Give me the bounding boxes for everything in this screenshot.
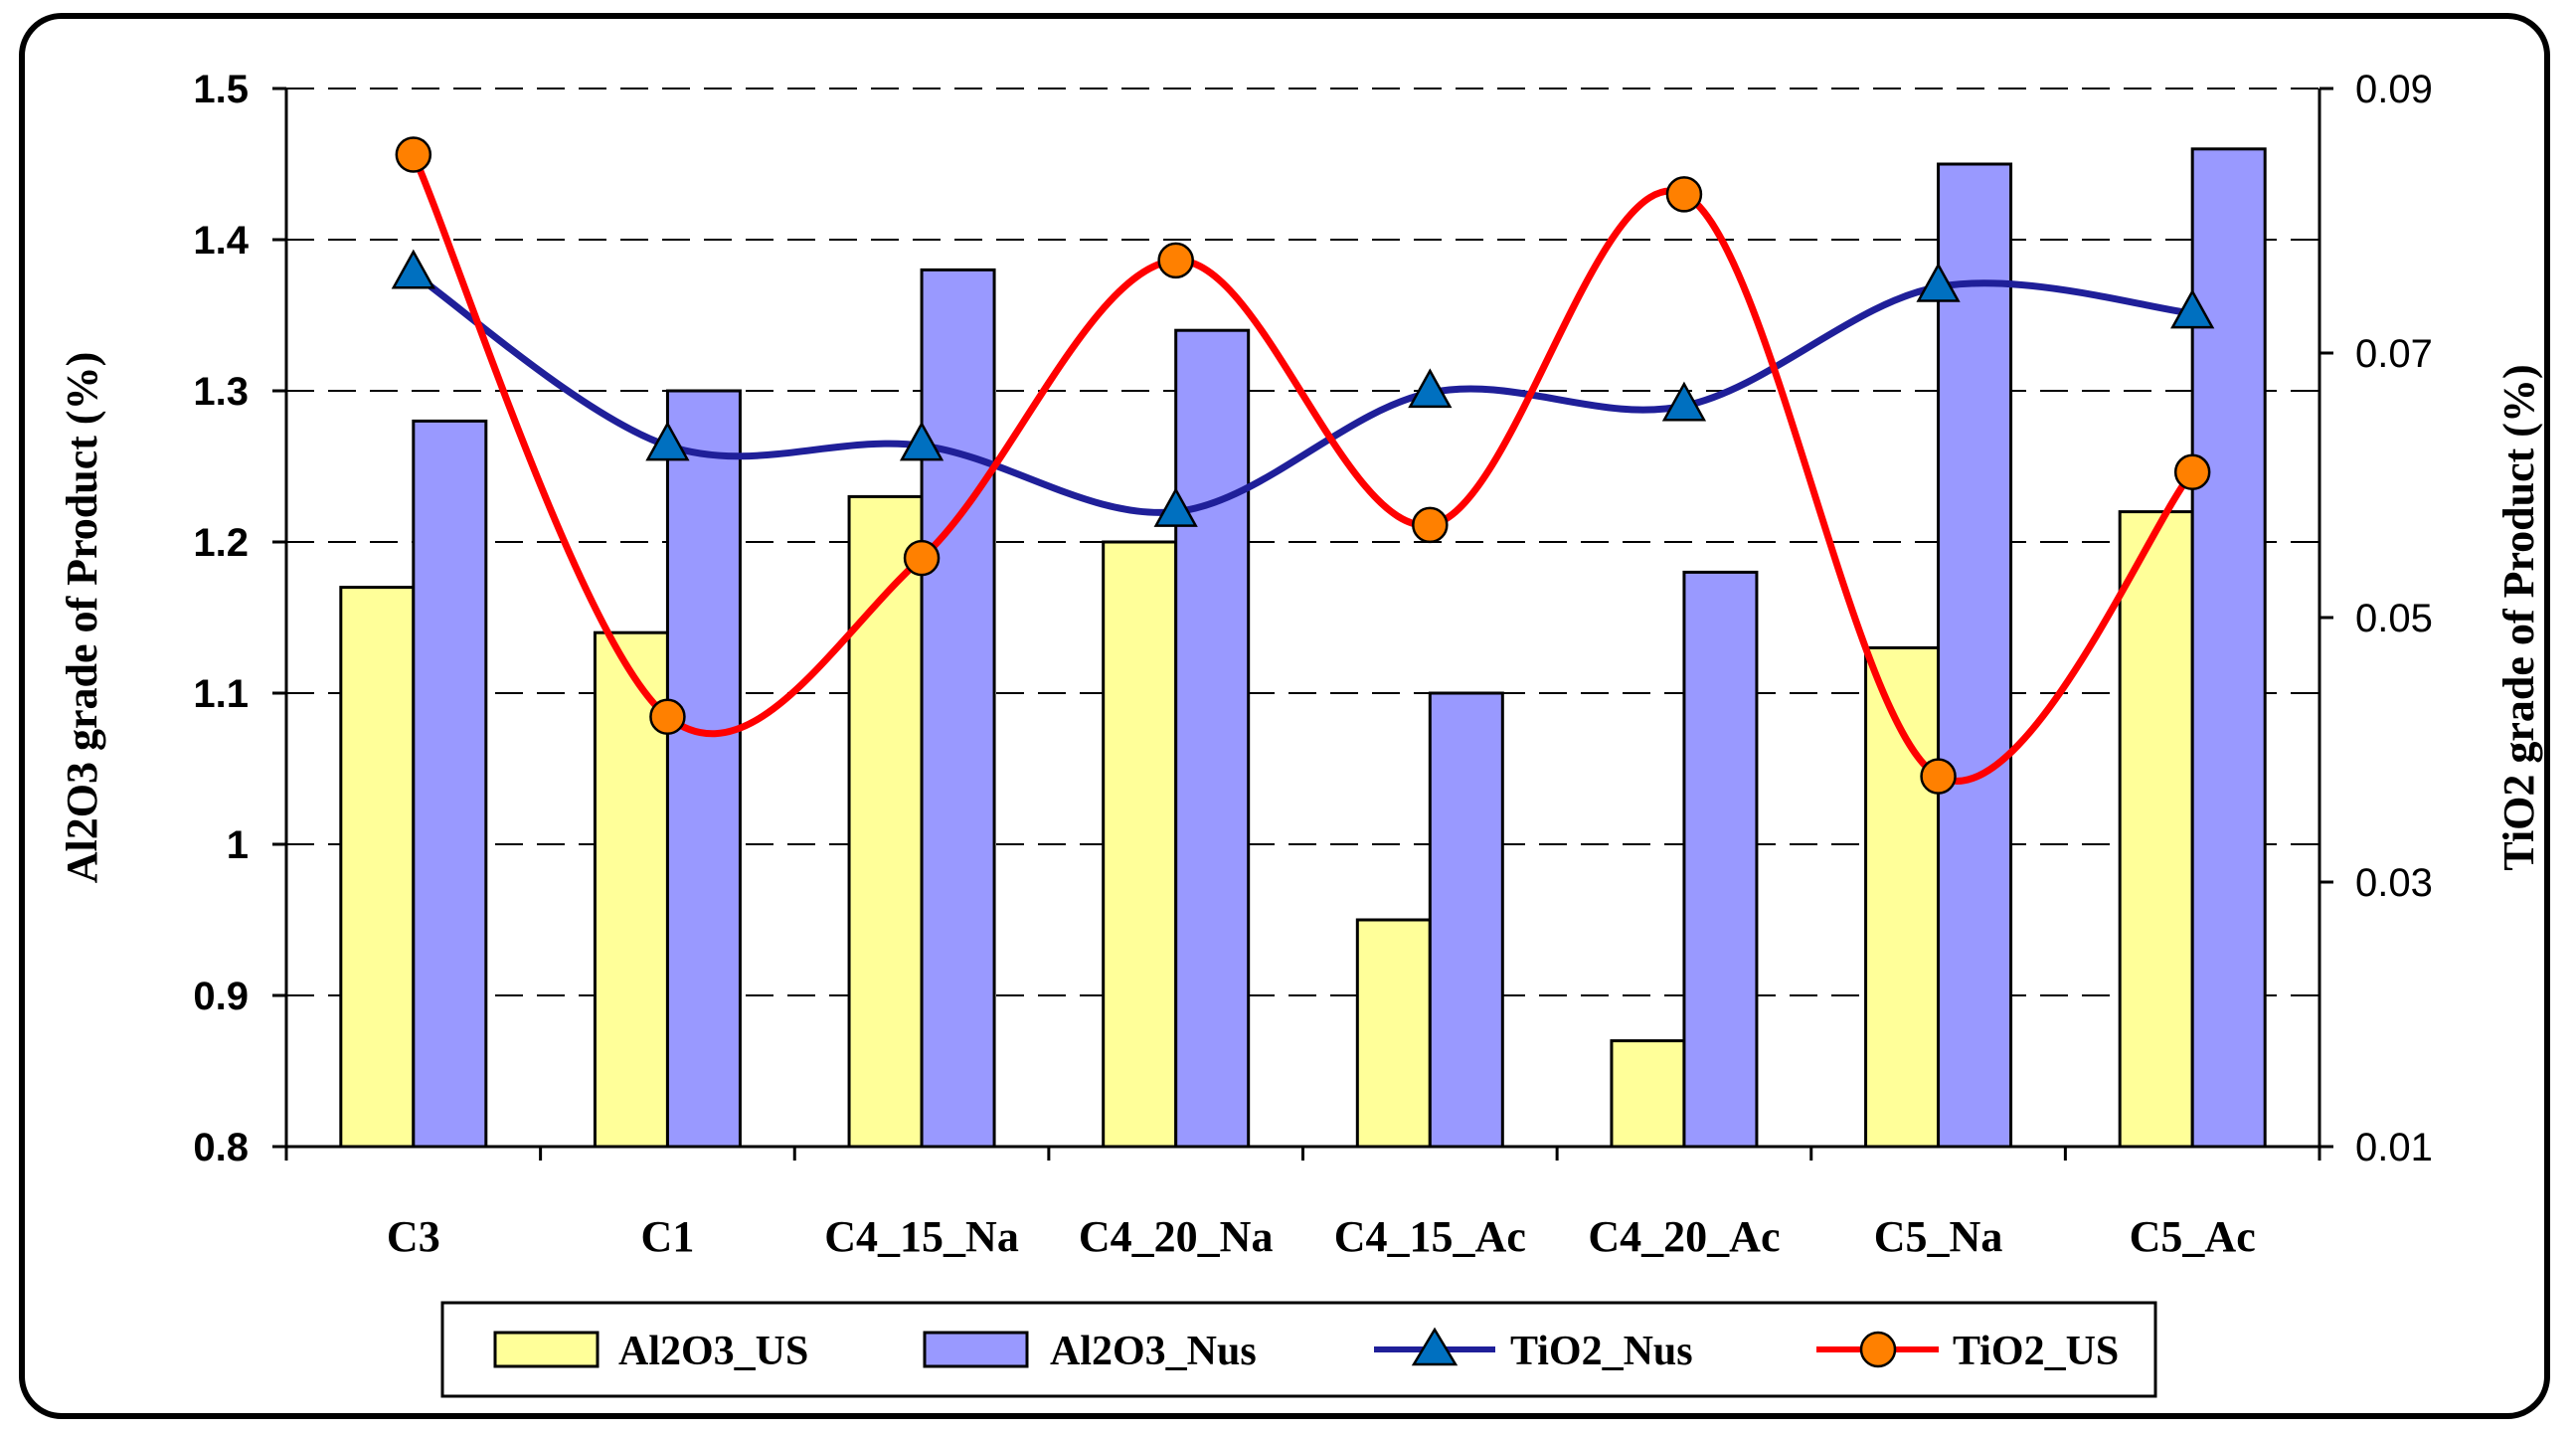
y-right-tick-label: 0.07 [2355,332,2433,376]
y-right-tick-label: 0.09 [2355,68,2433,111]
bar-al2o3-nus-c4-20-ac [1682,570,1759,1149]
point-tio2-nus-c5-na [1916,262,1961,302]
line-series [391,136,2215,795]
point-tio2-us-c3 [395,136,432,173]
legend-marker-triangle-icon [1411,1327,1459,1366]
x-category-label: C5_Na [1874,1212,2003,1261]
x-category-label: C4_15_Ac [1334,1212,1526,1261]
legend-label-tio2-us: TiO2_US [1953,1329,2119,1374]
y-axis-left-title: Al2O3 grade of Product (%) [58,352,106,883]
legend-swatch-al2o3-us [493,1331,600,1368]
legend-swatch-al2o3-nus [923,1331,1029,1368]
y-axis-right-title: TiO2 grade of Product (%) [2494,364,2543,870]
point-tio2-us-c5-ac [2173,453,2211,490]
point-tio2-nus-c1 [645,421,690,461]
y-left-tick-label: 0.8 [193,1126,249,1169]
bar-al2o3-us-c5-na [1864,645,1941,1149]
x-category-label: C1 [641,1212,695,1261]
y-left-tick-label: 1 [227,823,249,867]
point-tio2-us-c1 [649,698,686,735]
point-tio2-nus-c4-15-na [899,421,945,461]
bar-al2o3-nus-c4-15-ac [1428,691,1504,1149]
x-category-label: C3 [387,1212,440,1261]
point-tio2-nus-c3 [391,249,435,289]
y-left-tick-label: 1.5 [193,68,249,111]
bar-al2o3-us-c4-20-ac [1610,1039,1686,1149]
y-right-tick-label: 0.05 [2355,597,2433,640]
point-tio2-us-c4-15-na [903,539,941,577]
legend: Al2O3_US Al2O3_Nus TiO2_Nus TiO2_US [440,1301,2157,1398]
point-tio2-nus-c4-20-ac [1661,381,1707,422]
bar-al2o3-nus-c5-ac [2190,147,2267,1149]
bar-al2o3-nus-c3 [412,419,488,1149]
y-left-tick-label: 1.1 [193,672,249,716]
y-right-tick-label: 0.01 [2355,1126,2433,1169]
x-category-label: C4_20_Na [1079,1212,1274,1261]
bar-al2o3-us-c4-15-ac [1355,918,1432,1149]
legend-label-al2o3-us: Al2O3_US [618,1329,808,1374]
bar-al2o3-nus-c5-na [1937,162,2013,1149]
bar-al2o3-nus-c4-20-na [1174,328,1251,1149]
y-left-tick-label: 1.4 [193,219,249,263]
point-tio2-nus-c5-ac [2170,288,2215,329]
legend-label-tio2-nus: TiO2_Nus [1510,1329,1693,1374]
axes [272,87,2333,1161]
x-category-label: C4_20_Ac [1588,1212,1780,1261]
x-category-label: C4_15_Na [824,1212,1019,1261]
y-left-tick-label: 1.3 [193,370,249,414]
bar-al2o3-nus-c4-15-na [920,268,996,1149]
legend-label-al2o3-nus: Al2O3_Nus [1050,1329,1257,1374]
point-tio2-nus-c4-15-ac [1408,368,1453,409]
point-tio2-us-c4-20-ac [1665,176,1703,213]
line-tio2-nus [411,270,2193,516]
bar-al2o3-us-c4-20-na [1102,540,1178,1149]
bar-al2o3-us-c3 [339,586,416,1149]
point-tio2-nus-c4-20-na [1153,487,1198,527]
bar-al2o3-nus-c1 [665,389,742,1149]
point-tio2-us-c5-na [1920,758,1957,795]
y-left-tick-label: 0.9 [193,975,249,1018]
category-labels: C3 C1 C4_15_Na C4_20_Na C4_15_Ac C4_20_Ac C5_N… [387,1212,2256,1261]
point-tio2-us-c4-20-na [1157,242,1194,279]
point-tio2-us-c4-15-ac [1412,506,1449,544]
y-right-tick-label: 0.03 [2355,861,2433,905]
bar-al2o3-us-c5-ac [2118,510,2194,1149]
legend-marker-circle-icon [1859,1331,1897,1368]
x-category-label: C5_Ac [2130,1212,2256,1261]
y-left-tick-label: 1.2 [193,521,249,565]
tick-labels: 0.8 0.9 1 1.1 1.2 1.3 1.4 1.5 0.01 0.03 0.05 0.07 0.… [193,68,2432,1169]
